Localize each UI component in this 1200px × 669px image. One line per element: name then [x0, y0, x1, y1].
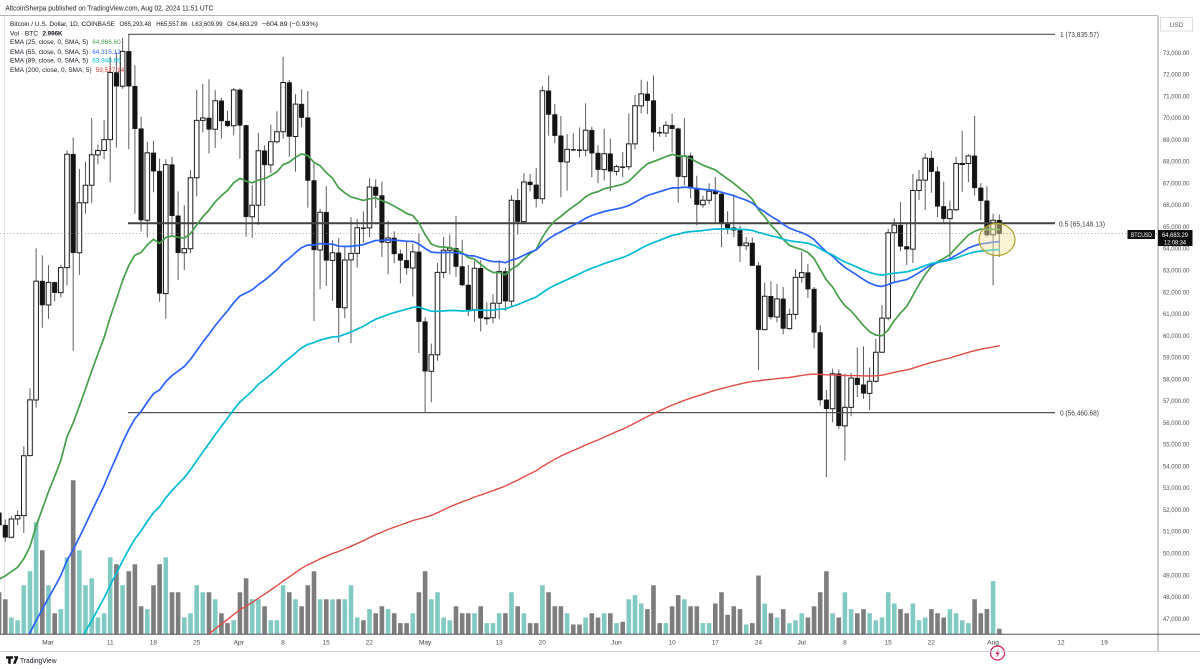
svg-text:50,000.00: 50,000.00 — [1163, 551, 1190, 558]
svg-text:69,000.00: 69,000.00 — [1163, 137, 1190, 144]
svg-text:C64,683.29: C64,683.29 — [227, 21, 258, 28]
svg-text:25: 25 — [193, 640, 201, 647]
svg-text:19: 19 — [1101, 640, 1109, 647]
svg-text:68,000.00: 68,000.00 — [1163, 159, 1190, 166]
svg-text:1 (73,835.57): 1 (73,835.57) — [1060, 32, 1099, 39]
svg-text:TradingView: TradingView — [20, 656, 57, 665]
svg-text:64,683.29: 64,683.29 — [1162, 232, 1188, 239]
svg-text:11: 11 — [107, 640, 114, 647]
svg-text:71,000.00: 71,000.00 — [1163, 93, 1190, 100]
svg-text:Mar: Mar — [42, 640, 54, 647]
svg-text:70,000.00: 70,000.00 — [1163, 115, 1190, 122]
svg-text:USD: USD — [1170, 22, 1184, 29]
svg-text:49,000.00: 49,000.00 — [1163, 572, 1190, 579]
svg-text:52,000.00: 52,000.00 — [1163, 507, 1190, 514]
svg-text:63,948.66: 63,948.66 — [92, 58, 121, 65]
svg-text:48,000.00: 48,000.00 — [1163, 594, 1190, 601]
svg-text:64,866.60: 64,866.60 — [92, 39, 121, 46]
svg-text:May: May — [419, 640, 432, 647]
svg-text:EMA (55, close, 0, SMA, 5): EMA (55, close, 0, SMA, 5) — [10, 49, 88, 56]
svg-text:61,000.00: 61,000.00 — [1163, 311, 1190, 318]
svg-text:L63,609.99: L63,609.99 — [192, 21, 223, 28]
svg-text:18: 18 — [150, 640, 158, 647]
svg-text:BTCUSD: BTCUSD — [1131, 233, 1153, 239]
svg-text:12: 12 — [1057, 640, 1065, 647]
svg-text:56,000.00: 56,000.00 — [1163, 420, 1190, 427]
svg-text:EMA (200, close, 0, SMA, 5): EMA (200, close, 0, SMA, 5) — [10, 67, 92, 74]
svg-text:65,000.00: 65,000.00 — [1163, 224, 1190, 231]
svg-text:64,315.12: 64,315.12 — [92, 49, 121, 56]
svg-text:47,000.00: 47,000.00 — [1163, 616, 1190, 623]
svg-text:0.5 (65,148.13): 0.5 (65,148.13) — [1059, 222, 1105, 229]
svg-text:Aug: Aug — [987, 640, 999, 647]
svg-text:0 (56,460.68): 0 (56,460.68) — [1060, 411, 1099, 418]
svg-text:H65,557.86: H65,557.86 — [156, 21, 187, 28]
svg-text:15: 15 — [322, 640, 330, 647]
svg-text:20: 20 — [539, 640, 547, 647]
svg-text:EMA (25, close, 0, SMA, 5): EMA (25, close, 0, SMA, 5) — [10, 39, 88, 46]
svg-text:54,000.00: 54,000.00 — [1163, 463, 1190, 470]
svg-text:2.996K: 2.996K — [43, 30, 63, 37]
svg-text:8: 8 — [843, 640, 847, 647]
svg-text:10: 10 — [668, 640, 676, 647]
svg-text:22: 22 — [928, 640, 936, 647]
svg-text:59,527.14: 59,527.14 — [96, 67, 125, 74]
svg-text:17: 17 — [712, 640, 720, 647]
svg-text:63,000.00: 63,000.00 — [1163, 268, 1190, 275]
svg-text:EMA (89, close, 0, SMA, 5): EMA (89, close, 0, SMA, 5) — [10, 58, 88, 65]
svg-text:13: 13 — [495, 640, 503, 647]
svg-text:60,000.00: 60,000.00 — [1163, 333, 1190, 340]
svg-text:53,000.00: 53,000.00 — [1163, 485, 1190, 492]
svg-text:62,000.00: 62,000.00 — [1163, 289, 1190, 296]
svg-text:51,000.00: 51,000.00 — [1163, 529, 1190, 536]
svg-text:12:08:34: 12:08:34 — [1164, 240, 1186, 247]
svg-text:−604.89 (−0.93%): −604.89 (−0.93%) — [262, 21, 318, 28]
svg-text:57,000.00: 57,000.00 — [1163, 398, 1190, 405]
svg-text:Bitcoin / U.S. Dollar, 1D, COI: Bitcoin / U.S. Dollar, 1D, COINBASE — [10, 21, 115, 28]
svg-text:22: 22 — [366, 640, 374, 647]
svg-text:Jun: Jun — [611, 640, 622, 647]
svg-text:Jul: Jul — [798, 640, 807, 647]
svg-text:15: 15 — [884, 640, 892, 647]
svg-text:67,000.00: 67,000.00 — [1163, 180, 1190, 187]
svg-text:59,000.00: 59,000.00 — [1163, 355, 1190, 362]
svg-text:55,000.00: 55,000.00 — [1163, 442, 1190, 449]
svg-text:AltcoinSherpa published on Tra: AltcoinSherpa published on TradingView.c… — [5, 6, 213, 13]
svg-text:66,000.00: 66,000.00 — [1163, 202, 1190, 209]
svg-text:Vol · BTC: Vol · BTC — [10, 30, 38, 37]
svg-text:58,000.00: 58,000.00 — [1163, 376, 1190, 383]
svg-text:72,000.00: 72,000.00 — [1163, 72, 1190, 79]
svg-text:8: 8 — [281, 640, 285, 647]
svg-text:73,000.00: 73,000.00 — [1163, 50, 1190, 57]
svg-text:Apr: Apr — [234, 640, 245, 647]
svg-text:O65,293.48: O65,293.48 — [120, 21, 152, 28]
svg-text:64,000.00: 64,000.00 — [1163, 246, 1190, 253]
svg-text:24: 24 — [755, 640, 763, 647]
